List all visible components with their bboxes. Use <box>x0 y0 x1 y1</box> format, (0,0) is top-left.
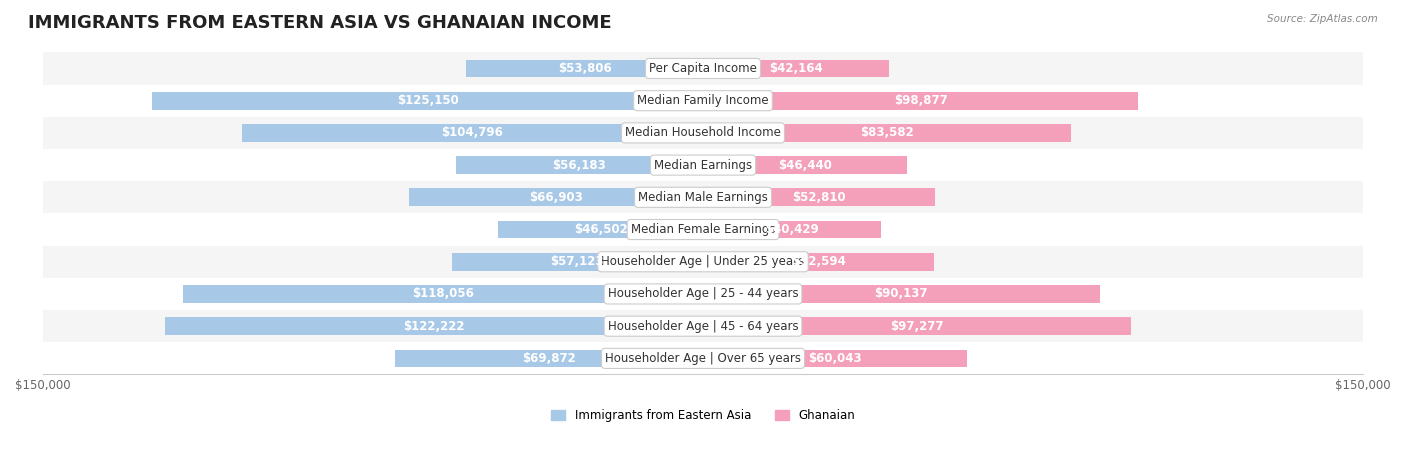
Text: $52,810: $52,810 <box>793 191 846 204</box>
Bar <box>42 278 1364 310</box>
Bar <box>703 285 1099 303</box>
Bar <box>183 285 703 303</box>
Text: Median Female Earnings: Median Female Earnings <box>631 223 775 236</box>
Bar <box>42 149 1364 181</box>
Text: Median Household Income: Median Household Income <box>626 127 780 139</box>
Bar <box>703 60 889 78</box>
Bar <box>703 189 935 206</box>
Text: Median Male Earnings: Median Male Earnings <box>638 191 768 204</box>
Text: $122,222: $122,222 <box>404 320 465 333</box>
Bar <box>703 156 907 174</box>
Text: $90,137: $90,137 <box>875 288 928 300</box>
Text: $46,440: $46,440 <box>779 159 832 171</box>
Text: $97,277: $97,277 <box>890 320 943 333</box>
Text: Householder Age | Under 25 years: Householder Age | Under 25 years <box>602 255 804 268</box>
Bar <box>42 342 1364 375</box>
Text: $42,164: $42,164 <box>769 62 823 75</box>
Bar <box>395 349 703 367</box>
Bar <box>703 349 967 367</box>
Text: Householder Age | Over 65 years: Householder Age | Over 65 years <box>605 352 801 365</box>
Bar <box>456 156 703 174</box>
Text: Median Earnings: Median Earnings <box>654 159 752 171</box>
Bar <box>242 124 703 142</box>
Bar <box>451 253 703 270</box>
Text: $46,502: $46,502 <box>574 223 627 236</box>
Text: $66,903: $66,903 <box>529 191 582 204</box>
Text: Per Capita Income: Per Capita Income <box>650 62 756 75</box>
Text: $83,582: $83,582 <box>860 127 914 139</box>
Legend: Immigrants from Eastern Asia, Ghanaian: Immigrants from Eastern Asia, Ghanaian <box>547 404 859 426</box>
Bar <box>703 317 1132 335</box>
Bar <box>42 85 1364 117</box>
Text: $56,183: $56,183 <box>553 159 606 171</box>
Text: $69,872: $69,872 <box>523 352 576 365</box>
Text: $98,877: $98,877 <box>894 94 948 107</box>
Text: IMMIGRANTS FROM EASTERN ASIA VS GHANAIAN INCOME: IMMIGRANTS FROM EASTERN ASIA VS GHANAIAN… <box>28 14 612 32</box>
Text: Householder Age | 45 - 64 years: Householder Age | 45 - 64 years <box>607 320 799 333</box>
Text: $125,150: $125,150 <box>396 94 458 107</box>
Bar <box>42 117 1364 149</box>
Bar <box>703 221 882 238</box>
Bar <box>703 92 1139 110</box>
Text: Source: ZipAtlas.com: Source: ZipAtlas.com <box>1267 14 1378 24</box>
Text: $118,056: $118,056 <box>412 288 474 300</box>
Text: $60,043: $60,043 <box>808 352 862 365</box>
Text: $52,594: $52,594 <box>792 255 845 268</box>
Bar <box>703 124 1071 142</box>
Bar <box>409 189 703 206</box>
Text: Householder Age | 25 - 44 years: Householder Age | 25 - 44 years <box>607 288 799 300</box>
Bar <box>42 310 1364 342</box>
Text: Median Family Income: Median Family Income <box>637 94 769 107</box>
Bar <box>42 246 1364 278</box>
Text: $104,796: $104,796 <box>441 127 503 139</box>
Text: $57,123: $57,123 <box>551 255 605 268</box>
Bar <box>703 253 935 270</box>
Bar <box>42 181 1364 213</box>
Bar <box>467 60 703 78</box>
Bar <box>152 92 703 110</box>
Text: $40,429: $40,429 <box>765 223 818 236</box>
Text: $53,806: $53,806 <box>558 62 612 75</box>
Bar <box>42 52 1364 85</box>
Bar <box>498 221 703 238</box>
Bar <box>42 213 1364 246</box>
Bar <box>165 317 703 335</box>
